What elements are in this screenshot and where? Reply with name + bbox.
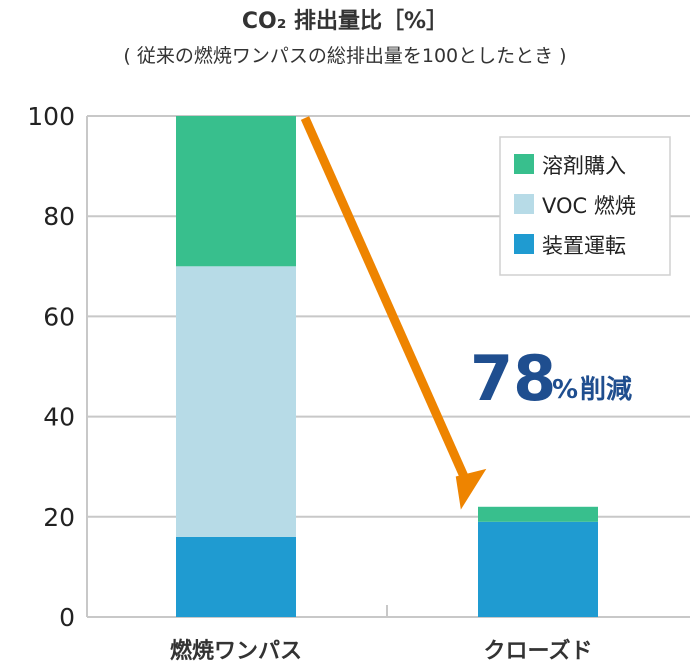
x-tick-label: クローズド [484,638,593,664]
y-tick-label: 40 [43,403,75,432]
chart-subtitle: ( 従来の燃焼ワンパスの総排出量を100としたとき ) [123,45,566,67]
reduction-unit: % [552,375,578,405]
reduction-value: 78 [470,342,556,415]
y-tick-label: 100 [27,102,75,131]
y-tick-label: 80 [43,202,75,231]
reduction-label: 削減 [580,375,632,405]
bar-segment [176,266,296,537]
legend-label: VOC 燃焼 [542,194,636,218]
y-tick-label: 60 [43,302,75,331]
legend-swatch [514,234,534,254]
x-tick-label: 燃焼ワンパス [170,638,302,664]
legend-label: 装置運転 [542,234,626,258]
bar-segment [478,506,598,522]
legend-label: 溶剤購入 [542,154,626,178]
arrow-head [455,468,487,510]
reduction-annotation: 78 % 削減 [470,342,632,415]
y-tick-label: 0 [59,603,75,632]
bar-segment [478,521,598,617]
legend-swatch [514,154,534,174]
y-tick-label: 20 [43,503,75,532]
reduction-arrow [300,116,475,492]
legend-swatch [514,194,534,214]
bar-segment [176,536,296,617]
bar-segment [176,116,296,267]
chart-title: CO₂ 排出量比［%］ [242,8,448,34]
